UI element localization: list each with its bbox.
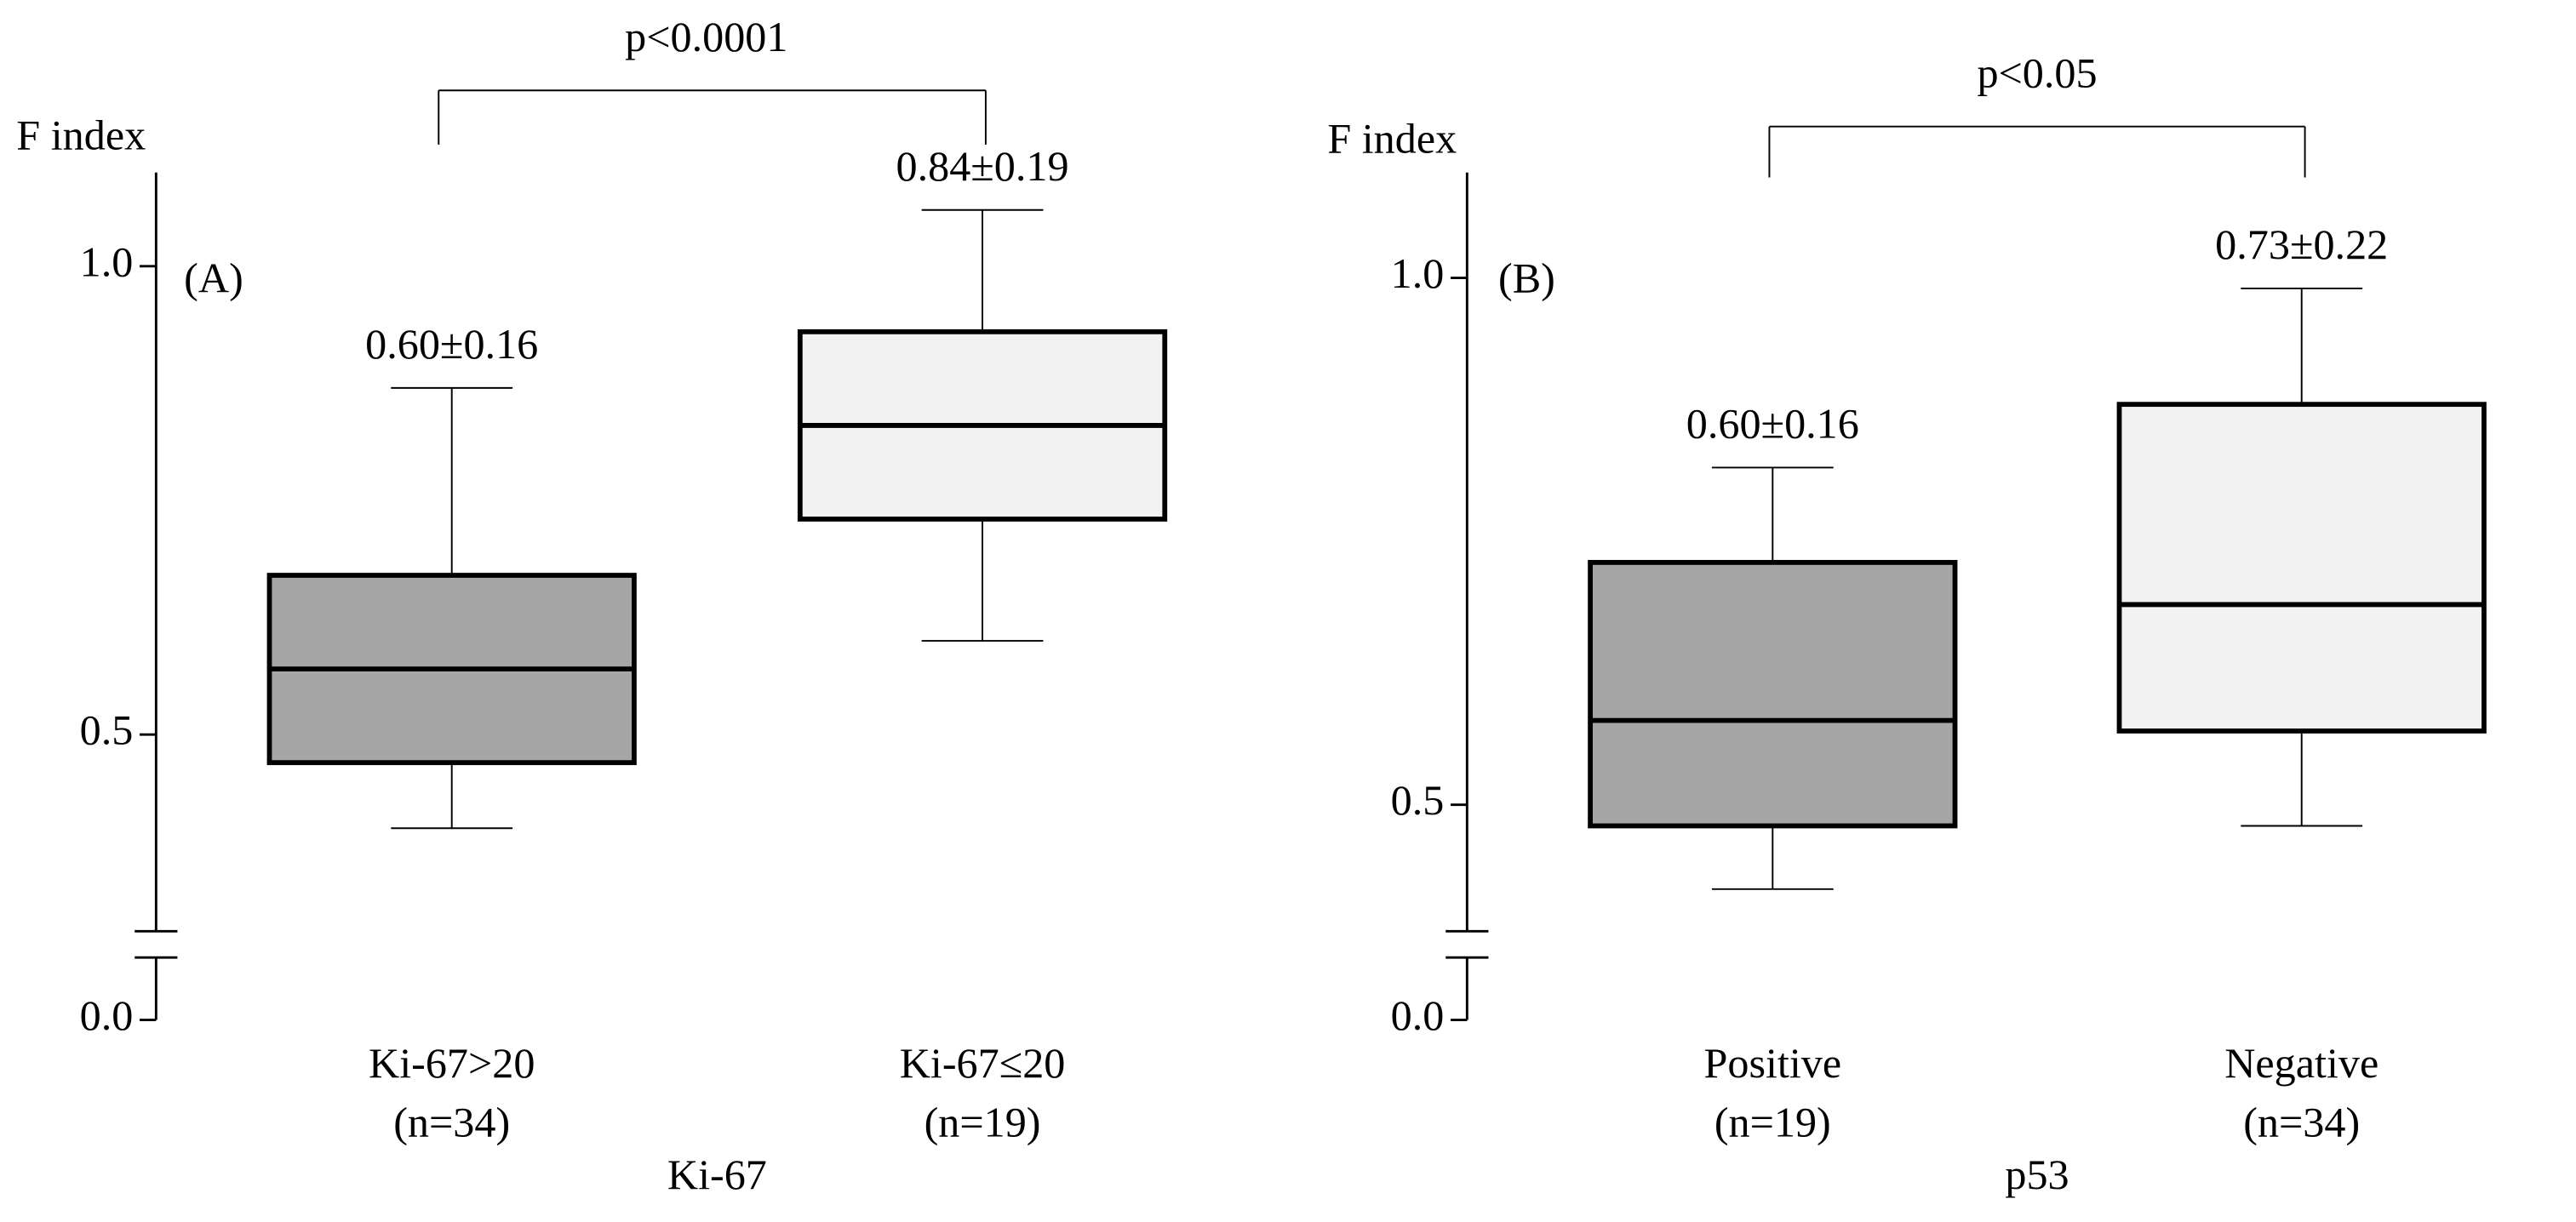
x-axis-label: p53 bbox=[2005, 1151, 2069, 1198]
x-tick-label: Positive bbox=[1703, 1039, 1841, 1087]
category-note: (n=34) bbox=[393, 1098, 510, 1145]
box bbox=[1588, 560, 1958, 829]
category-note: (n=34) bbox=[2243, 1098, 2360, 1145]
summary-label: 0.84±0.19 bbox=[896, 142, 1069, 190]
y-axis-label: F index bbox=[1327, 115, 1457, 163]
summary-label: 0.73±0.22 bbox=[2215, 220, 2388, 268]
y-tick-label: 0.0 bbox=[1391, 991, 1445, 1039]
x-tick-label: Ki-67≤20 bbox=[900, 1039, 1066, 1087]
summary-label: 0.60±0.16 bbox=[365, 320, 538, 368]
comparison-label: p<0.05 bbox=[1977, 49, 2097, 96]
x-tick-label: Ki-67>20 bbox=[369, 1039, 535, 1087]
y-tick-label: 1.0 bbox=[1391, 249, 1445, 297]
y-axis-label: F index bbox=[16, 111, 146, 159]
y-tick-label: 0.5 bbox=[1391, 776, 1445, 824]
y-tick-label: 0.5 bbox=[80, 706, 134, 754]
summary-label: 0.60±0.16 bbox=[1686, 400, 1859, 448]
category-note: (n=19) bbox=[924, 1098, 1041, 1145]
panel-label: (B) bbox=[1498, 254, 1555, 302]
panel-label: (A) bbox=[184, 254, 243, 302]
category-note: (n=19) bbox=[1714, 1098, 1831, 1145]
x-tick-label: Negative bbox=[2224, 1039, 2379, 1087]
y-tick-label: 0.0 bbox=[80, 991, 134, 1039]
y-tick-label: 1.0 bbox=[80, 237, 134, 285]
x-axis-label: Ki-67 bbox=[667, 1151, 767, 1198]
box bbox=[2116, 402, 2487, 734]
comparison-label: p<0.0001 bbox=[625, 13, 787, 60]
